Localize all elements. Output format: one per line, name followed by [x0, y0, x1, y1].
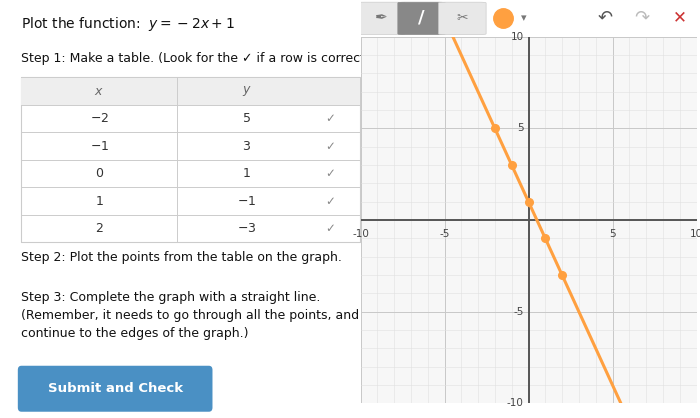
- Text: 5: 5: [609, 229, 616, 239]
- FancyBboxPatch shape: [439, 2, 486, 35]
- Text: ✕: ✕: [673, 9, 687, 27]
- FancyBboxPatch shape: [357, 2, 405, 35]
- Text: ✓: ✓: [325, 140, 335, 153]
- Text: ↷: ↷: [635, 9, 650, 27]
- Text: -10: -10: [507, 398, 524, 408]
- Text: $-2$: $-2$: [90, 112, 109, 125]
- Text: $3$: $3$: [242, 140, 251, 153]
- Text: ✓: ✓: [325, 195, 335, 208]
- Text: $2$: $2$: [95, 222, 104, 235]
- Text: $-1$: $-1$: [90, 140, 109, 153]
- Text: 10: 10: [690, 229, 700, 239]
- Text: $-1$: $-1$: [237, 195, 256, 208]
- Text: $-3$: $-3$: [237, 222, 256, 235]
- FancyBboxPatch shape: [18, 366, 213, 412]
- Text: $0$: $0$: [94, 167, 104, 180]
- Text: -5: -5: [440, 229, 449, 239]
- Text: $y$: $y$: [242, 84, 252, 98]
- Text: Step 2: Plot the points from the table on the graph.: Step 2: Plot the points from the table o…: [22, 251, 342, 264]
- Text: $1$: $1$: [242, 167, 251, 180]
- Text: Step 1: Make a table. (Look for the ✓ if a row is correct.): Step 1: Make a table. (Look for the ✓ if…: [22, 52, 374, 65]
- Bar: [22, 77, 360, 105]
- Text: -5: -5: [513, 307, 524, 317]
- Text: /: /: [419, 9, 425, 27]
- FancyBboxPatch shape: [398, 2, 445, 35]
- Text: ✂: ✂: [456, 10, 468, 25]
- Text: 5: 5: [517, 123, 524, 133]
- Text: -10: -10: [352, 229, 369, 239]
- Text: 10: 10: [510, 32, 524, 42]
- Text: ✓: ✓: [325, 222, 335, 235]
- Text: $5$: $5$: [242, 112, 251, 125]
- Text: Plot the function:  $y = -2x + 1$: Plot the function: $y = -2x + 1$: [22, 15, 235, 33]
- Text: Step 3: Complete the graph with a straight line.
(Remember, it needs to go throu: Step 3: Complete the graph with a straig…: [22, 291, 360, 339]
- Text: $1$: $1$: [95, 195, 104, 208]
- Text: Submit and Check: Submit and Check: [48, 382, 183, 395]
- Text: ✒: ✒: [374, 10, 387, 25]
- Text: ✓: ✓: [325, 112, 335, 125]
- Text: ▾: ▾: [521, 13, 526, 23]
- Bar: [22, 77, 360, 242]
- Text: $x$: $x$: [94, 84, 104, 97]
- Text: ✓: ✓: [325, 167, 335, 180]
- Text: ↶: ↶: [597, 9, 612, 27]
